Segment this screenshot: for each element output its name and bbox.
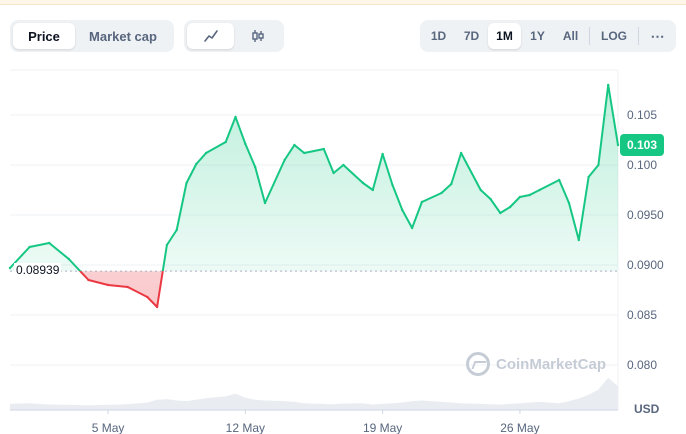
price-point	[391, 183, 394, 187]
toolbar-divider	[589, 27, 590, 45]
price-point	[577, 238, 580, 242]
chart-type-toggle	[184, 20, 284, 52]
price-point	[322, 147, 326, 151]
price-point	[175, 228, 178, 232]
price-point	[401, 208, 404, 212]
price-area-up	[10, 85, 618, 272]
toolbar-divider	[638, 27, 639, 45]
price-point	[410, 226, 414, 230]
price-area	[10, 85, 618, 307]
price-point	[440, 191, 443, 195]
price-point	[538, 188, 541, 192]
price-chart[interactable]: 0.105 0.100 0.0950 0.0900 0.085 0.080 5 May 12…	[0, 60, 686, 434]
price-point	[302, 151, 306, 155]
price-point	[8, 266, 12, 270]
price-point	[155, 305, 159, 309]
currency-label: USD	[634, 402, 660, 416]
price-point	[67, 257, 71, 261]
y-tick-label: 0.0900	[627, 258, 664, 272]
price-point	[361, 181, 365, 185]
watermark-text: CoinMarketCap	[496, 355, 607, 373]
price-point	[195, 162, 198, 166]
volume-area	[10, 377, 618, 410]
notice-strip	[0, 0, 686, 5]
coinmarketcap-logo-icon	[466, 352, 490, 376]
price-point	[450, 182, 453, 186]
candlestick-icon	[251, 30, 264, 42]
price-area-down	[80, 271, 163, 307]
price-point	[499, 211, 502, 215]
price-point	[489, 197, 492, 201]
y-tick-label: 0.105	[627, 108, 657, 122]
price-point	[518, 195, 522, 199]
price-point	[204, 151, 208, 155]
price-point	[381, 152, 384, 156]
price-point	[342, 163, 345, 167]
price-point	[332, 171, 335, 175]
price-point	[283, 158, 286, 162]
price-point	[263, 201, 267, 205]
price-point	[528, 193, 531, 197]
price-point	[106, 283, 110, 287]
line-chart-button[interactable]	[187, 23, 234, 49]
y-tick-label: 0.100	[627, 158, 657, 172]
x-tick-label: 5 May	[92, 421, 125, 434]
price-point	[146, 295, 149, 299]
price-tab[interactable]: Price	[13, 23, 75, 49]
current-price-badge: 0.103	[620, 134, 664, 156]
more-options-button[interactable]: ⋯	[650, 27, 666, 44]
price-point	[126, 285, 129, 289]
price-point	[185, 181, 188, 185]
price-point	[371, 188, 375, 192]
price-line	[8, 83, 620, 309]
y-tick-label: 0.0950	[627, 208, 664, 222]
range-all-tab[interactable]: All	[562, 29, 579, 43]
price-point	[606, 83, 610, 87]
range-7d-tab[interactable]: 7D	[463, 29, 480, 43]
candlestick-chart-button[interactable]	[234, 23, 281, 49]
range-1m-tab[interactable]: 1M	[488, 23, 521, 49]
x-tick-label: 12 May	[226, 421, 265, 434]
range-1y-tab[interactable]: 1Y	[530, 29, 545, 43]
price-point	[479, 188, 482, 192]
price-point	[616, 143, 620, 147]
price-point	[244, 142, 247, 146]
y-axis: 0.105 0.100 0.0950 0.0900 0.085 0.080	[627, 108, 664, 372]
watermark: CoinMarketCap	[466, 352, 606, 376]
x-tick-label: 19 May	[363, 421, 402, 434]
price-point	[234, 115, 237, 119]
market-cap-tab[interactable]: Market cap	[89, 28, 157, 44]
x-tick-label: 26 May	[500, 421, 539, 434]
log-scale-toggle[interactable]: LOG	[601, 29, 627, 43]
price-point	[165, 243, 169, 247]
price-point	[508, 205, 512, 209]
price-point	[48, 241, 51, 245]
price-point	[420, 200, 424, 204]
price-point	[293, 143, 296, 147]
volume-bars	[10, 377, 618, 410]
price-point	[587, 175, 590, 179]
x-axis: 5 May 12 May 19 May 26 May	[10, 409, 618, 434]
price-point	[557, 178, 561, 182]
y-tick-label: 0.085	[627, 308, 657, 322]
price-point	[567, 201, 571, 205]
price-point	[224, 140, 227, 144]
line-chart-icon	[203, 30, 218, 42]
price-point	[597, 163, 600, 167]
time-range-toggle: 1D 7D 1M 1Y All LOG ⋯	[420, 20, 676, 52]
price-point	[253, 165, 257, 169]
metric-toggle: Price Market cap	[10, 20, 174, 52]
range-1d-tab[interactable]: 1D	[430, 29, 447, 43]
price-point	[459, 151, 463, 155]
reference-price-label: 0.08939	[14, 263, 62, 277]
price-point	[28, 245, 31, 249]
y-tick-label: 0.080	[627, 358, 657, 372]
price-point	[87, 278, 90, 282]
